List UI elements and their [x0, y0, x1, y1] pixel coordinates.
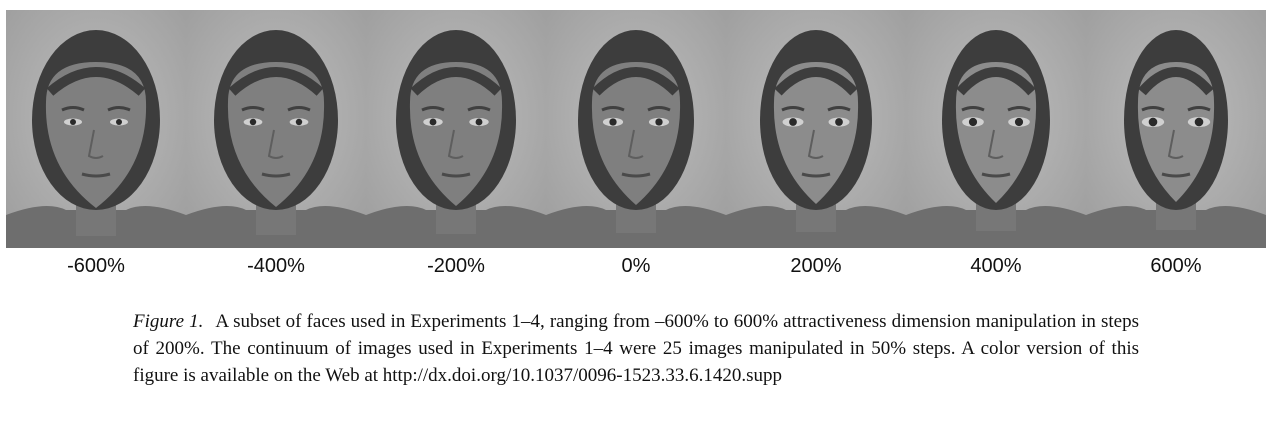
figure-label: Figure 1.: [133, 311, 204, 332]
face-image-1: [186, 10, 366, 248]
face-label-3: 0%: [621, 255, 651, 277]
face-label-0: -600%: [67, 255, 125, 277]
face-image-0: [6, 10, 186, 248]
face-image-5: [906, 10, 1086, 248]
face-labels-row: -600% -400% -200% 0% 200% 400% 600%: [6, 252, 1266, 282]
figure-caption-text: A subset of faces used in Experiments 1–…: [133, 311, 1139, 386]
figure-caption: Figure 1. A subset of faces used in Exper…: [133, 308, 1139, 389]
face-label-5: 400%: [970, 255, 1022, 277]
face-label-6: 600%: [1150, 255, 1202, 277]
face-label-4: 200%: [790, 255, 842, 277]
face-image-strip: [6, 10, 1266, 248]
face-image-4: [726, 10, 906, 248]
face-image-3: [546, 10, 726, 248]
face-image-2: [366, 10, 546, 248]
face-label-2: -200%: [427, 255, 485, 277]
face-image-6: [1086, 10, 1266, 248]
face-label-1: -400%: [247, 255, 305, 277]
